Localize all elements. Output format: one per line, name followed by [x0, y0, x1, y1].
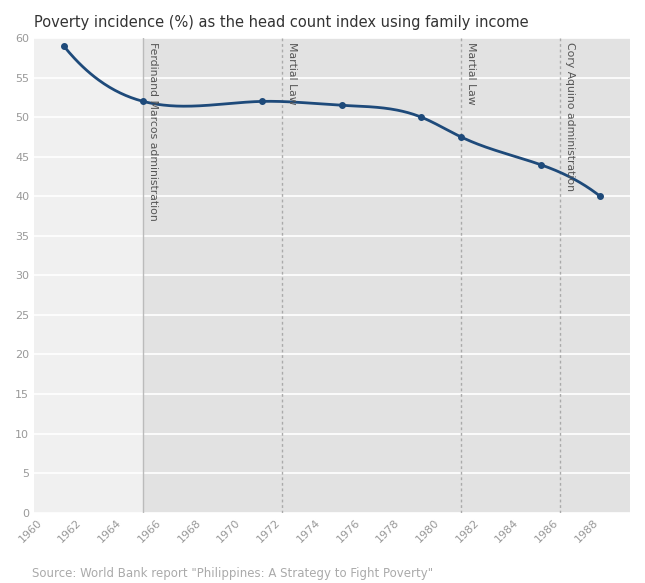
Text: Martial Law: Martial Law [466, 42, 476, 105]
Text: Poverty incidence (%) as the head count index using family income: Poverty incidence (%) as the head count … [34, 15, 529, 30]
Text: Ferdinand Marcos administration: Ferdinand Marcos administration [148, 42, 158, 221]
Bar [143, 38, 630, 512]
Text: Martial Law: Martial Law [287, 42, 297, 105]
Bar [34, 38, 143, 512]
Text: Cory Aquino administration: Cory Aquino administration [566, 42, 575, 191]
Text: Source: World Bank report "Philippines: A Strategy to Fight Poverty": Source: World Bank report "Philippines: … [32, 567, 433, 580]
